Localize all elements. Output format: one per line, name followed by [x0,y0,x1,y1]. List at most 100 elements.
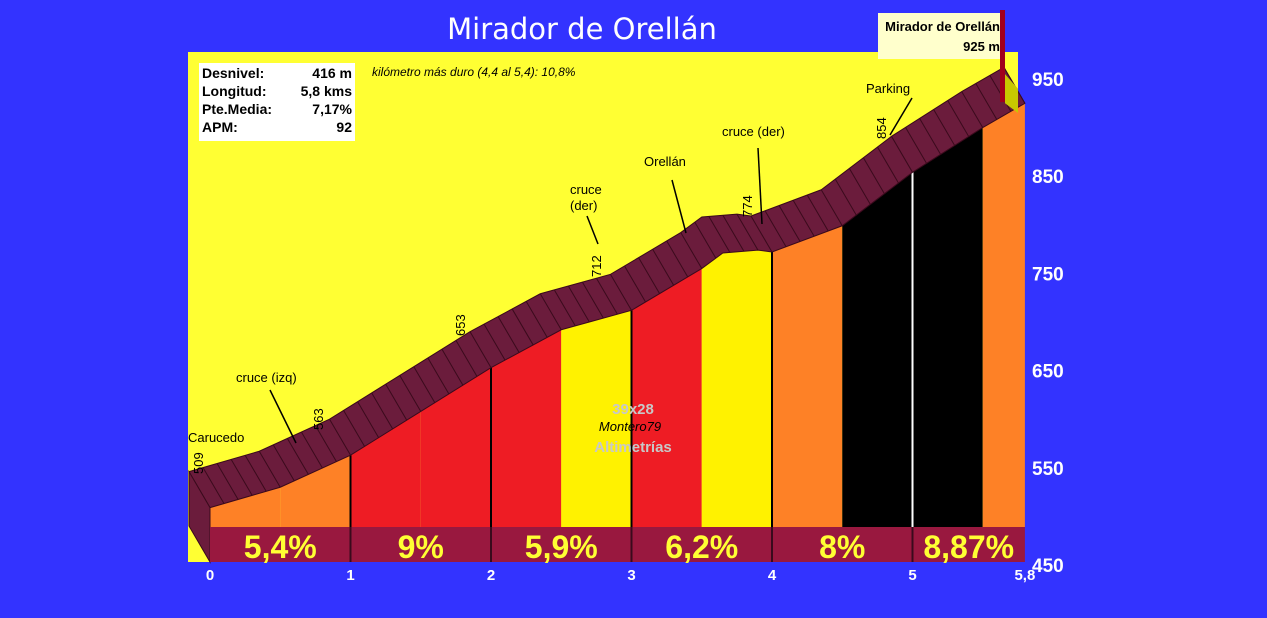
band-rib [343,410,365,447]
band-rib [244,455,267,492]
band-rib [736,213,759,251]
y-tick-label: 750 [1032,264,1064,285]
stat-key: Longitud: [202,83,267,99]
y-tick-label: 850 [1032,167,1064,188]
annotation-leader [269,389,297,444]
band-rib [455,340,478,377]
band-rib [441,348,464,386]
band-rib [862,157,885,194]
band-rib [539,293,562,331]
stat-value: 92 [336,119,352,135]
altitude-label: 774 [740,195,755,217]
band-rib [300,431,323,469]
chart-title: Mirador de Orellán [447,12,717,46]
band-rib [933,109,956,146]
band-rib [596,277,618,315]
band-rib [666,240,689,278]
band-rib [553,289,576,327]
band-rib [329,418,351,456]
stat-value: 7,17% [312,101,352,117]
band-rib [371,392,394,430]
km-gradient-label: 9% [398,529,444,565]
stat-key: Pte.Media: [202,101,272,117]
altitude-label: 563 [311,408,326,430]
band-rib [764,210,787,248]
hardest-km-note: kilómetro más duro (4,4 al 5,4): 10,8% [372,65,576,79]
band-rib [652,249,675,286]
altitude-label: 509 [191,452,206,474]
profile-segment [912,127,983,527]
band-rib [820,189,843,227]
profile-segment [210,487,281,527]
band-rib [272,444,295,482]
band-rib [961,91,984,128]
stat-key: Desnivel: [202,65,264,81]
profile-segment [772,225,843,527]
summit-flag-pole [1000,10,1005,102]
band-rib [202,467,225,504]
band-rib [385,383,408,421]
km-gradient-label: 5,9% [525,529,598,565]
annotation-label: (der) [570,198,597,213]
watermark-line1: 39x28 [612,401,654,418]
band-rib [624,265,646,303]
band-rib [216,463,239,500]
band-rib [230,459,253,496]
y-tick-label: 450 [1032,556,1064,577]
profile-segment [982,103,1025,528]
gradient-strip: 5,4% 9% 5,9% 6,2% 8% 8,87% [210,527,1025,565]
km-gradient-label: 6,2% [665,529,738,565]
band-rib [919,118,942,155]
profile-segment [701,250,772,527]
summit-edge [1005,74,1018,114]
band-rib [258,450,281,488]
band-rib [975,83,998,120]
y-tick-label: 950 [1032,70,1064,91]
stats-box-bg [199,63,355,141]
summit-altitude: 925 m [963,39,1000,54]
annotation-leader [889,97,913,136]
x-tick-label: 1 [346,567,354,584]
km-gradient-label: 8,87% [923,529,1014,565]
band-rib [610,274,632,311]
band-rib [834,178,857,216]
gradient-strip-bg [210,527,1025,562]
profile-segment [350,411,421,527]
stat-value: 5,8 kms [301,83,353,99]
profile-segment [280,455,351,527]
altitude-label: 712 [589,255,604,277]
band-rib [581,281,604,319]
band-rib [357,401,380,438]
summit-box-bg [878,13,1005,59]
band-rib [806,194,829,232]
x-tick-label: 2 [487,567,495,584]
annotation-label: cruce [570,182,602,197]
summit-box: Mirador de Orellán 925 m [878,10,1005,102]
profile-segment [420,367,491,527]
stats-box: Desnivel: 416 m Longitud: 5,8 kms Pte.Me… [199,63,355,141]
x-tick-label: 4 [768,567,777,584]
band-rib [567,285,590,323]
profile-3d-band [188,66,1026,564]
band-rib [413,366,436,403]
band-rib [891,136,913,173]
band-rib [525,301,548,338]
band-rib [694,221,717,259]
band-rib [286,438,309,475]
band-rib [947,100,970,137]
watermark-line2: Montero79 [599,419,661,434]
band-rib [778,205,801,242]
altitude-label: 854 [874,117,889,139]
band-rib [483,323,506,361]
band-rib [511,308,534,346]
km-gradient-label: 8% [819,529,865,565]
x-tick-label: 3 [627,567,635,584]
profile-segment [842,172,913,527]
y-tick-label: 650 [1032,362,1064,383]
annotation-label: cruce (der) [722,124,785,139]
band-rib [315,425,337,462]
band-rib [427,357,450,395]
band-rib [848,168,871,205]
band-rib [708,216,731,253]
